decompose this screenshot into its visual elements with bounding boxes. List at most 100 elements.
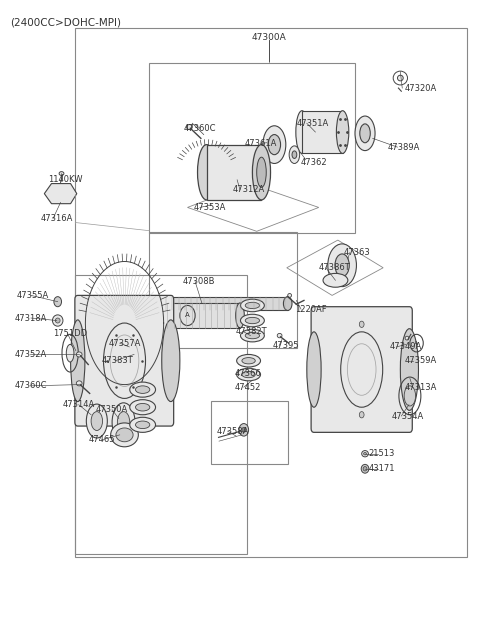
Ellipse shape [240,299,264,312]
Ellipse shape [360,124,370,143]
Ellipse shape [135,403,150,411]
Ellipse shape [336,110,349,153]
Text: 47361A: 47361A [245,139,277,148]
Text: 47360C: 47360C [15,381,47,391]
Ellipse shape [400,329,419,410]
Ellipse shape [245,333,260,339]
Text: A: A [414,341,419,346]
Bar [164,303,240,328]
Text: 47320A: 47320A [405,83,437,93]
Circle shape [239,423,249,436]
Text: 47452: 47452 [234,382,261,392]
Bar [149,63,355,233]
Text: 47355A: 47355A [17,291,49,300]
Text: 47349A: 47349A [390,343,422,351]
Text: 47357A: 47357A [109,339,141,348]
Ellipse shape [112,403,135,442]
Text: 47366: 47366 [234,369,261,378]
Ellipse shape [245,302,260,309]
Ellipse shape [115,308,134,338]
Text: 47358A: 47358A [217,427,250,435]
Ellipse shape [288,293,291,297]
Ellipse shape [76,352,82,357]
Bar [211,401,288,464]
Ellipse shape [257,157,266,187]
Ellipse shape [242,358,255,364]
Ellipse shape [130,382,156,397]
Ellipse shape [360,321,364,327]
Text: 47395: 47395 [273,341,299,350]
Ellipse shape [355,116,375,151]
Ellipse shape [283,297,292,310]
Ellipse shape [335,254,349,276]
Text: A: A [185,312,190,319]
Text: 47353A: 47353A [193,203,226,212]
Ellipse shape [292,151,297,158]
Ellipse shape [111,423,138,447]
Text: 47352A: 47352A [15,350,47,359]
Ellipse shape [159,303,168,328]
Text: 47350A: 47350A [96,405,128,414]
Text: 47314A: 47314A [62,400,95,410]
Ellipse shape [52,315,63,326]
Ellipse shape [55,318,60,323]
Text: 47386T: 47386T [319,263,350,272]
Ellipse shape [268,134,281,155]
Ellipse shape [252,144,271,200]
Ellipse shape [236,303,244,328]
Ellipse shape [135,386,150,393]
Ellipse shape [237,369,261,381]
Ellipse shape [240,314,264,327]
Ellipse shape [59,172,64,175]
Text: 47313A: 47313A [405,382,437,392]
Ellipse shape [307,332,321,407]
Text: 47308B: 47308B [183,277,215,286]
Text: 47465: 47465 [88,435,115,444]
Text: 47382T: 47382T [235,327,267,336]
Text: 47354A: 47354A [392,411,424,420]
Ellipse shape [159,297,168,310]
Ellipse shape [117,411,130,433]
Ellipse shape [397,75,403,81]
Ellipse shape [296,110,308,153]
Bar [149,232,297,348]
Ellipse shape [116,428,133,442]
Ellipse shape [162,320,180,401]
Bar [75,28,467,557]
Ellipse shape [135,421,150,428]
Ellipse shape [363,466,367,471]
Text: 1751DD: 1751DD [53,329,87,338]
Text: 47312A: 47312A [233,186,265,194]
Polygon shape [164,297,288,310]
Ellipse shape [76,381,82,386]
Circle shape [242,427,246,432]
Text: 47360C: 47360C [184,124,216,133]
Ellipse shape [71,320,85,401]
Ellipse shape [405,336,409,340]
Ellipse shape [277,333,282,338]
Text: 47318A: 47318A [15,314,47,322]
Bar [75,274,247,554]
Ellipse shape [362,451,368,457]
Ellipse shape [120,316,129,330]
Polygon shape [44,184,77,204]
Ellipse shape [86,404,108,438]
Text: 47359A: 47359A [405,357,437,365]
Text: 47383T: 47383T [102,357,133,365]
Text: 47351A: 47351A [296,119,329,127]
Ellipse shape [240,329,264,342]
Ellipse shape [187,124,192,129]
Text: 1140KW: 1140KW [48,175,83,184]
Text: 47300A: 47300A [251,33,286,42]
Bar [206,144,262,200]
Ellipse shape [328,244,357,286]
Text: 47363: 47363 [344,248,371,257]
Ellipse shape [130,399,156,415]
Ellipse shape [323,273,348,287]
Ellipse shape [364,452,366,455]
Ellipse shape [289,146,300,163]
Text: 47389A: 47389A [388,143,420,151]
Ellipse shape [360,411,364,418]
Text: 43171: 43171 [369,464,396,473]
Ellipse shape [130,417,156,432]
